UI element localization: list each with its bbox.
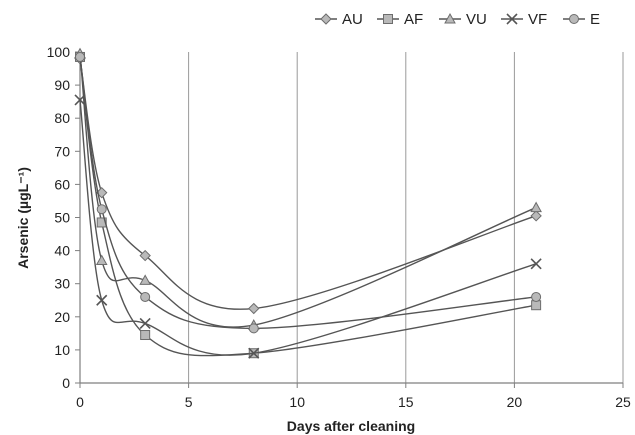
data-point-e-4 — [531, 291, 542, 302]
x-tick-label-5: 5 — [185, 394, 193, 410]
y-tick-label-80: 80 — [54, 110, 70, 126]
legend-marker-au — [320, 13, 332, 25]
data-point-vf-2-stroke-b — [139, 317, 151, 329]
series-vf — [74, 94, 542, 359]
data-point-e-3 — [248, 323, 259, 334]
y-tick-label-10: 10 — [54, 342, 70, 358]
data-point-af-2 — [140, 330, 151, 341]
series-af — [75, 51, 542, 359]
y-tick-label-50: 50 — [54, 210, 70, 226]
legend-marker-af — [383, 14, 393, 24]
y-tick-label-70: 70 — [54, 143, 70, 159]
y-tick-label-30: 30 — [54, 276, 70, 292]
series-line-au — [79, 58, 537, 310]
y-axis-title: Arsenic (µgL⁻¹) — [15, 167, 31, 269]
data-point-e-1 — [96, 204, 107, 215]
x-tick-label-10: 10 — [289, 394, 305, 410]
x-tick-label-0: 0 — [76, 394, 84, 410]
legend-label-vu: VU — [466, 11, 487, 28]
legend-item-au: AU — [315, 11, 363, 28]
series-vu — [74, 47, 542, 330]
legend-item-vu: VU — [439, 11, 487, 28]
legend-item-af: AF — [377, 11, 423, 28]
data-point-e-0 — [75, 51, 85, 62]
data-point-au-4 — [530, 210, 542, 222]
data-point-vf-4 — [530, 258, 542, 270]
grid-lines — [188, 52, 624, 383]
legend: AU AF VU VF E — [315, 11, 600, 28]
data-point-vf-1-stroke-b — [96, 294, 108, 306]
tick-labels: 0 10 20 30 40 50 60 70 80 90 100 0 5 10 15 20 25 — [47, 44, 631, 410]
data-point-vf-4-stroke-b — [530, 258, 542, 270]
legend-marker-vf-stroke-b — [506, 13, 518, 25]
y-tick-label-60: 60 — [54, 176, 70, 192]
series-e — [75, 51, 542, 334]
y-tick-label-100: 100 — [47, 44, 71, 60]
series-line-af — [79, 56, 537, 357]
data-point-vf-3 — [248, 347, 260, 359]
x-tick-label-15: 15 — [398, 394, 414, 410]
series-au — [74, 52, 542, 315]
data-point-vf-0-stroke-b — [74, 94, 86, 106]
axes — [75, 51, 624, 388]
legend-label-af: AF — [404, 11, 423, 28]
legend-marker-vf — [506, 13, 518, 25]
data-point-au-3 — [248, 302, 260, 315]
data-point-au-1 — [96, 186, 108, 199]
legend-marker-vu — [444, 12, 456, 24]
data-point-vf-0 — [74, 94, 86, 106]
series-line-vu — [79, 53, 537, 328]
legend-item-e: E — [563, 11, 600, 28]
series-line-vf — [79, 99, 537, 356]
data-point-vf-2 — [139, 317, 151, 329]
series-line-e — [79, 56, 537, 330]
y-tick-label-0: 0 — [62, 375, 70, 391]
legend-label-e: E — [590, 11, 600, 28]
legend-marker-e — [569, 14, 579, 24]
data-point-af-1 — [96, 217, 107, 228]
y-tick-label-40: 40 — [54, 243, 70, 259]
y-tick-label-20: 20 — [54, 309, 70, 325]
data-point-vu-1 — [95, 254, 108, 266]
data-point-vf-1 — [96, 294, 108, 306]
data-point-e-2 — [140, 291, 151, 302]
x-tick-label-25: 25 — [615, 394, 631, 410]
series-lines — [74, 47, 542, 359]
legend-item-vf: VF — [501, 11, 547, 28]
y-tick-label-90: 90 — [54, 77, 70, 93]
data-point-vf-3-stroke-b — [248, 347, 260, 359]
data-point-vu-4 — [530, 201, 542, 213]
legend-label-vf: VF — [528, 11, 547, 28]
data-point-af-4 — [531, 300, 542, 311]
legend-label-au: AU — [342, 11, 363, 28]
x-tick-label-20: 20 — [507, 394, 523, 410]
data-point-au-2 — [139, 249, 151, 262]
x-axis-title: Days after cleaning — [287, 418, 415, 434]
data-point-vu-2 — [139, 274, 152, 285]
